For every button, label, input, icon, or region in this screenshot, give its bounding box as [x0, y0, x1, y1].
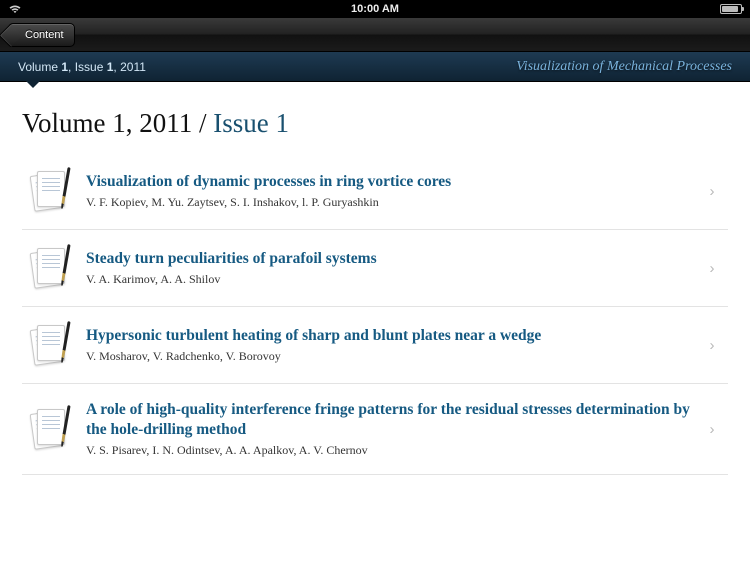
article-title: Steady turn peculiarities of parafoil sy… — [86, 249, 702, 269]
chevron-right-icon: › — [702, 337, 722, 354]
chevron-right-icon: › — [702, 260, 722, 277]
breadcrumb-middle: , Issue — [68, 60, 107, 74]
back-button[interactable]: Content — [8, 23, 75, 47]
status-bar: 10:00 AM — [0, 0, 750, 18]
article-text: Hypersonic turbulent heating of sharp an… — [76, 326, 702, 364]
article-text: Steady turn peculiarities of parafoil sy… — [76, 249, 702, 287]
page-title: Volume 1, 2011 / Issue 1 — [22, 108, 728, 139]
page-title-blue: Issue 1 — [213, 108, 289, 138]
status-left — [8, 4, 22, 14]
article-authors: V. A. Karimov, A. A. Shilov — [86, 272, 702, 287]
breadcrumb-year: , 2011 — [113, 60, 145, 74]
subheader: Volume 1, Issue 1, 2011 Visualization of… — [0, 52, 750, 82]
article-item[interactable]: A role of high-quality interference frin… — [22, 384, 728, 475]
journal-title: Visualization of Mechanical Processes — [516, 59, 732, 75]
document-icon — [22, 323, 76, 367]
article-title: Hypersonic turbulent heating of sharp an… — [86, 326, 702, 346]
battery-icon — [720, 4, 742, 14]
document-icon — [22, 169, 76, 213]
wifi-icon — [8, 4, 22, 14]
chevron-right-icon: › — [702, 421, 722, 438]
breadcrumb: Volume 1, Issue 1, 2011 — [18, 60, 146, 74]
article-item[interactable]: Hypersonic turbulent heating of sharp an… — [22, 307, 728, 384]
article-item[interactable]: Visualization of dynamic processes in ri… — [22, 159, 728, 230]
document-icon — [22, 407, 76, 451]
toolbar: Content — [0, 18, 750, 52]
back-button-label: Content — [25, 29, 64, 41]
status-right — [720, 4, 742, 14]
content-area: Volume 1, 2011 / Issue 1 Visualization o… — [0, 82, 750, 475]
article-text: A role of high-quality interference frin… — [76, 400, 702, 458]
article-list: Visualization of dynamic processes in ri… — [22, 159, 728, 475]
chevron-right-icon: › — [702, 183, 722, 200]
breadcrumb-vol-prefix: Volume — [18, 60, 61, 74]
page-title-black: Volume 1, 2011 / — [22, 108, 213, 138]
status-time: 10:00 AM — [351, 3, 399, 15]
article-title: A role of high-quality interference frin… — [86, 400, 702, 440]
document-icon — [22, 246, 76, 290]
article-authors: V. F. Kopiev, M. Yu. Zaytsev, S. I. Insh… — [86, 195, 702, 210]
article-item[interactable]: Steady turn peculiarities of parafoil sy… — [22, 230, 728, 307]
article-text: Visualization of dynamic processes in ri… — [76, 172, 702, 210]
article-title: Visualization of dynamic processes in ri… — [86, 172, 702, 192]
article-authors: V. Mosharov, V. Radchenko, V. Borovoy — [86, 349, 702, 364]
article-authors: V. S. Pisarev, I. N. Odintsev, A. A. Apa… — [86, 443, 702, 458]
